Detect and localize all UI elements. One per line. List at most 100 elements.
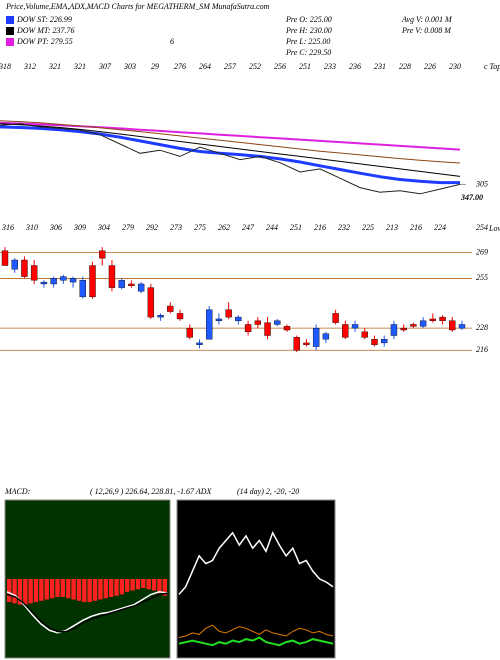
histogram-bar	[103, 579, 108, 599]
histogram-bar	[17, 579, 23, 605]
histogram-bar	[39, 579, 44, 601]
histogram-bar	[23, 579, 28, 605]
candle-body	[244, 324, 252, 333]
histogram-bar	[114, 579, 119, 596]
candle-body	[225, 309, 232, 318]
low-label: 306	[49, 223, 62, 232]
top-label: 251	[299, 62, 311, 71]
candle-body	[196, 342, 203, 345]
histogram-bar	[28, 579, 33, 604]
candle-body	[312, 327, 320, 347]
top-label: 276	[174, 62, 186, 71]
candle-body	[79, 280, 86, 298]
stat-label: Pre C: 229.50	[285, 48, 331, 57]
candle-body	[264, 322, 271, 336]
top-label: 233	[324, 62, 336, 71]
candle-body	[118, 280, 125, 288]
low-label: 309	[73, 223, 86, 232]
panel-background	[176, 499, 336, 659]
legend-swatch	[6, 27, 14, 35]
candle-body	[390, 324, 398, 336]
candle-body	[449, 320, 456, 331]
histogram-bar	[141, 579, 146, 588]
low-label: 273	[170, 223, 182, 232]
candle-body	[458, 324, 466, 329]
top-label: 226	[424, 62, 436, 71]
low-label: 304	[97, 223, 110, 232]
histogram-bar	[146, 579, 151, 590]
histogram-bar	[55, 579, 60, 597]
low-label: 224	[434, 223, 446, 232]
stat-label: Pre V: 0.008 M	[401, 26, 452, 35]
top-label: 29	[151, 62, 159, 71]
panel-params: ( 12,26,9 ) 226.64, 228.81, -1.67 ADX	[90, 487, 213, 496]
top-label: 236	[349, 62, 361, 71]
candle-body	[69, 278, 77, 283]
stat-label: Pre O: 225.00	[285, 15, 332, 24]
legend-swatch	[6, 38, 14, 46]
low-label: 262	[218, 223, 230, 232]
histogram-bar	[60, 579, 66, 597]
histogram-bar	[157, 579, 162, 594]
histogram-bar	[33, 579, 39, 603]
series-line	[0, 123, 461, 195]
y-tick-label: 305	[475, 179, 488, 188]
histogram-bar	[44, 579, 49, 600]
histogram-bar	[92, 579, 98, 601]
page-title: Price,Volume,EMA,ADX,MACD Charts for MEG…	[5, 2, 270, 11]
top-label: 303	[123, 62, 136, 71]
lows-caption: Lows	[488, 224, 500, 233]
annotation: 254	[476, 223, 488, 232]
top-label: 321	[73, 62, 86, 71]
panel-label: MACD:	[4, 487, 31, 496]
series-line	[178, 530, 334, 595]
candle-body	[50, 278, 57, 285]
low-label: 279	[122, 223, 134, 232]
candle-body	[235, 316, 242, 321]
low-label: 316	[1, 223, 14, 232]
series-line	[178, 624, 334, 638]
candle-body	[157, 315, 164, 318]
top-label: 318	[0, 62, 11, 71]
candle-body	[429, 318, 437, 321]
top-label: 264	[199, 62, 211, 71]
legend-swatch	[6, 16, 14, 24]
histogram-bar	[125, 579, 130, 592]
top-label: 231	[374, 62, 386, 71]
series-line	[178, 636, 334, 647]
stat-label: Avg V: 0.001 M	[401, 15, 453, 24]
low-label: 225	[362, 223, 374, 232]
candle-body	[371, 339, 378, 345]
candle-body	[176, 313, 184, 320]
candle-body	[410, 324, 417, 327]
candle-body	[361, 331, 368, 338]
histogram-bar	[49, 579, 55, 599]
top-label: 230	[449, 62, 461, 71]
histogram-bar	[130, 579, 135, 591]
candle-body	[108, 265, 116, 288]
top-label: 252	[249, 62, 261, 71]
candle-body	[137, 283, 145, 292]
low-label: 292	[146, 223, 158, 232]
candle-body	[60, 276, 67, 281]
tops-caption: c Tops	[484, 62, 500, 71]
stat-label: Pre H: 230.00	[285, 26, 332, 35]
series-line	[0, 123, 461, 177]
candle-body	[419, 320, 427, 327]
histogram-bar	[12, 579, 17, 604]
y-tick-label: 228	[476, 323, 488, 332]
candle-body	[351, 324, 359, 329]
candle-body	[205, 309, 213, 340]
stat-label: Pre L: 225.00	[285, 37, 330, 46]
histogram-bar	[87, 579, 92, 603]
low-label: 216	[314, 223, 326, 232]
candle-body	[303, 342, 310, 345]
histogram-bar	[98, 579, 103, 600]
candle-body	[215, 318, 223, 321]
low-label: 244	[266, 223, 278, 232]
candle-body	[332, 313, 339, 323]
histogram-bar	[119, 579, 125, 595]
legend-label: DOW ST: 226.99	[16, 15, 72, 24]
top-label: 228	[399, 62, 411, 71]
candle-body	[381, 339, 388, 344]
